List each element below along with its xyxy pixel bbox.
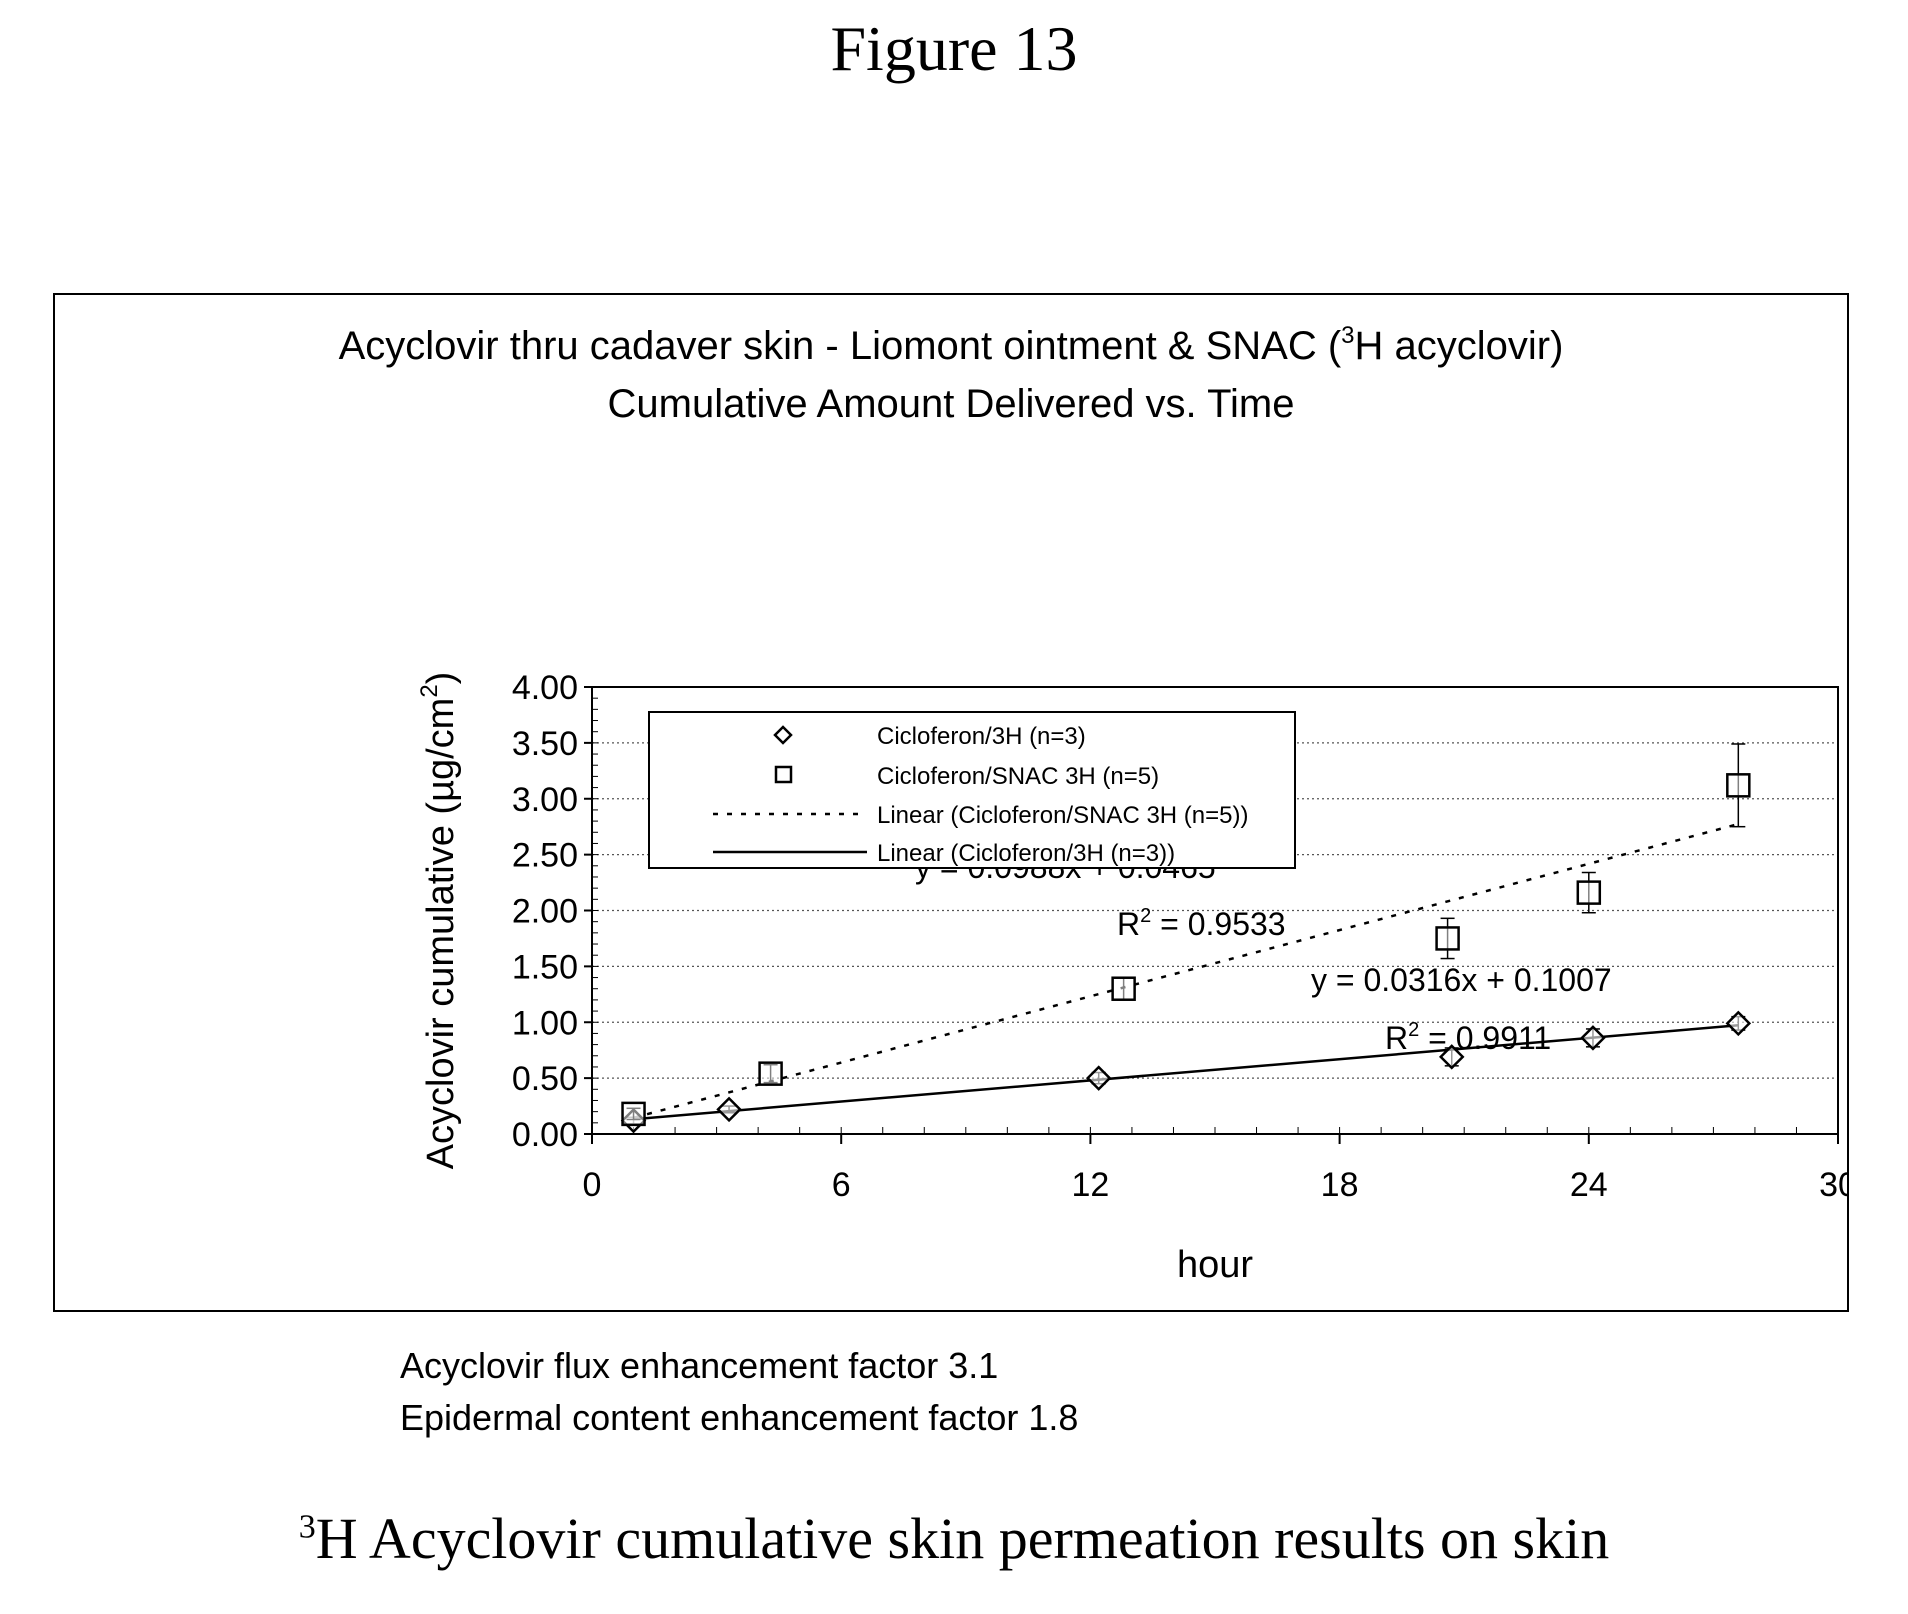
chart-title-line-1: Acyclovir thru cadaver skin - Liomont oi… bbox=[339, 322, 1564, 368]
y-axis-label: Acyclovir cumulative (µg/cm2) bbox=[416, 672, 462, 1170]
y-tick-label: 3.00 bbox=[512, 781, 578, 819]
data-point-square bbox=[1578, 882, 1600, 904]
figure-heading: Figure 13 bbox=[0, 12, 1908, 86]
data-point-square bbox=[623, 1103, 645, 1125]
caption-superscript: 3 bbox=[299, 1509, 316, 1546]
legend-label: Cicloferon/3H (n=3) bbox=[877, 723, 1086, 750]
caption-text: H Acyclovir cumulative skin permeation r… bbox=[316, 1506, 1609, 1571]
y-tick-label: 0.50 bbox=[512, 1060, 578, 1098]
x-tick-label: 6 bbox=[832, 1166, 851, 1204]
figure-caption: 3H Acyclovir cumulative skin permeation … bbox=[0, 1505, 1908, 1572]
chart-frame: Acyclovir thru cadaver skin - Liomont oi… bbox=[53, 293, 1849, 1312]
y-tick-label: 1.50 bbox=[512, 948, 578, 986]
chart-plot: Acyclovir thru cadaver skin - Liomont oi… bbox=[55, 295, 1847, 1310]
y-tick-label: 1.00 bbox=[512, 1004, 578, 1042]
x-axis-label: hour bbox=[1177, 1244, 1253, 1286]
footnote-flux-enhancement: Acyclovir flux enhancement factor 3.1 bbox=[400, 1340, 1078, 1392]
x-tick-label: 0 bbox=[583, 1166, 602, 1204]
footnotes: Acyclovir flux enhancement factor 3.1 Ep… bbox=[400, 1340, 1078, 1444]
trendline-r2-cicloferon: R2 = 0.9911 bbox=[1385, 1019, 1551, 1056]
legend-label: Linear (Cicloferon/SNAC 3H (n=5)) bbox=[877, 802, 1248, 829]
data-point-square bbox=[760, 1063, 782, 1085]
x-tick-label: 30 bbox=[1819, 1166, 1847, 1204]
x-tick-label: 18 bbox=[1321, 1166, 1359, 1204]
y-tick-label: 2.50 bbox=[512, 837, 578, 875]
trendline-equation-cicloferon: y = 0.0316x + 0.1007 bbox=[1311, 962, 1612, 998]
data-point-square bbox=[1113, 978, 1135, 1000]
data-point-diamond bbox=[1088, 1067, 1110, 1089]
data-point-square bbox=[1727, 774, 1749, 796]
y-tick-label: 4.00 bbox=[512, 669, 578, 707]
chart-title-line-2: Cumulative Amount Delivered vs. Time bbox=[608, 382, 1295, 426]
data-point-square bbox=[1437, 927, 1459, 949]
y-tick-label: 3.50 bbox=[512, 725, 578, 763]
legend-marker-square bbox=[776, 767, 791, 782]
data-point-diamond bbox=[1582, 1027, 1604, 1049]
data-point-diamond bbox=[718, 1098, 740, 1120]
legend-label: Linear (Cicloferon/3H (n=3)) bbox=[877, 840, 1175, 867]
x-tick-label: 12 bbox=[1071, 1166, 1109, 1204]
data-point-diamond bbox=[1727, 1012, 1749, 1034]
y-tick-label: 2.00 bbox=[512, 893, 578, 931]
trendline-r2-snac: R2 = 0.9533 bbox=[1117, 905, 1286, 942]
y-tick-label: 0.00 bbox=[512, 1116, 578, 1154]
x-tick-label: 24 bbox=[1570, 1166, 1608, 1204]
legend-label: Cicloferon/SNAC 3H (n=5) bbox=[877, 763, 1159, 790]
trendline-cicloferon bbox=[634, 1025, 1739, 1119]
footnote-epidermal-enhancement: Epidermal content enhancement factor 1.8 bbox=[400, 1392, 1078, 1444]
